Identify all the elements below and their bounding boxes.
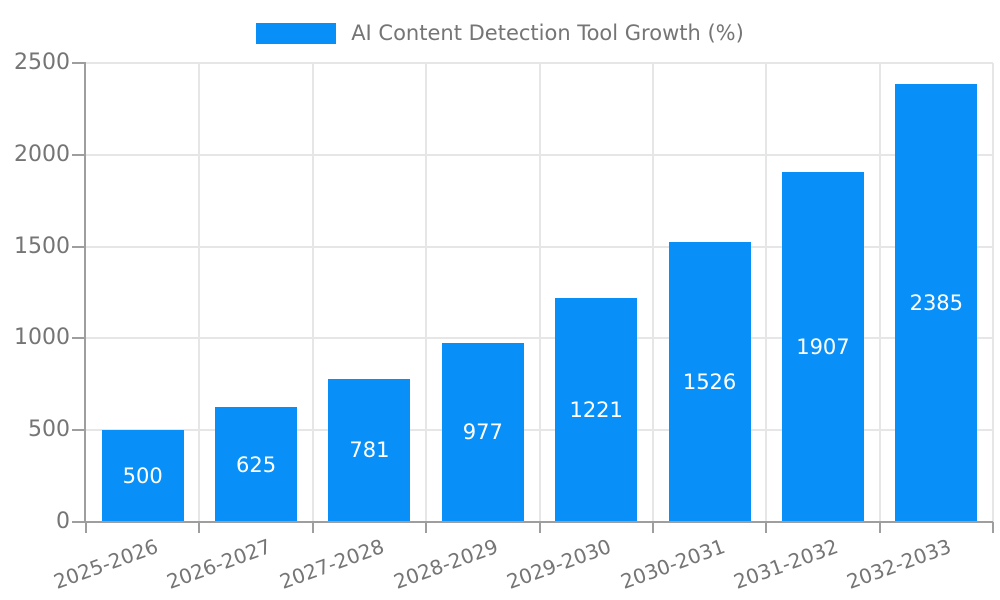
x-gridline [651, 63, 654, 522]
bar [328, 378, 411, 522]
bar-value-label: 1526 [682, 369, 737, 394]
y-tick-mark [72, 337, 86, 340]
bar [668, 241, 751, 522]
x-gridline [198, 63, 201, 522]
bar-value-label: 2385 [909, 291, 964, 316]
x-gridline [878, 63, 881, 522]
x-tick-mark [538, 522, 541, 533]
bar [895, 84, 978, 522]
bar-value-label: 1907 [796, 334, 850, 359]
legend-label: AI Content Detection Tool Growth (%) [351, 21, 744, 45]
bar [555, 297, 638, 522]
x-tick-mark [878, 522, 881, 533]
x-tick-mark [198, 522, 201, 533]
x-tick-mark [425, 522, 428, 533]
x-axis-line [84, 521, 993, 523]
bar [441, 342, 524, 522]
x-gridline [311, 63, 314, 522]
y-tick-label: 2500 [14, 50, 70, 75]
y-tick-mark [72, 521, 86, 523]
x-gridline [538, 63, 541, 522]
x-gridline [765, 63, 768, 522]
bar-value-label: 781 [349, 438, 390, 463]
bar [215, 407, 298, 522]
x-tick-mark [311, 522, 314, 533]
chart-legend: AI Content Detection Tool Growth (%) [0, 21, 1000, 45]
x-gridline [425, 63, 428, 522]
y-tick-mark [72, 62, 86, 64]
x-tick-mark [651, 522, 654, 533]
y-tick-label: 500 [28, 417, 70, 443]
bar-value-label: 625 [236, 452, 277, 477]
y-tick-label: 1500 [14, 233, 70, 259]
y-tick-label: 0 [56, 509, 70, 534]
y-tick-mark [72, 153, 86, 156]
x-tick-mark [85, 522, 87, 533]
y-tick-mark [72, 245, 86, 248]
x-tick-mark [992, 522, 994, 533]
bar [101, 430, 184, 522]
bar-value-label: 977 [462, 420, 503, 445]
legend-swatch [256, 22, 337, 44]
x-gridline [992, 63, 994, 522]
bar-value-label: 500 [122, 464, 163, 489]
y-axis-line [84, 63, 86, 522]
bar-value-label: 1221 [569, 397, 623, 422]
y-tick-label: 2000 [14, 141, 70, 167]
y-tick-label: 1000 [14, 325, 70, 351]
x-tick-mark [765, 522, 768, 533]
bar [781, 171, 864, 522]
y-tick-mark [72, 429, 86, 432]
